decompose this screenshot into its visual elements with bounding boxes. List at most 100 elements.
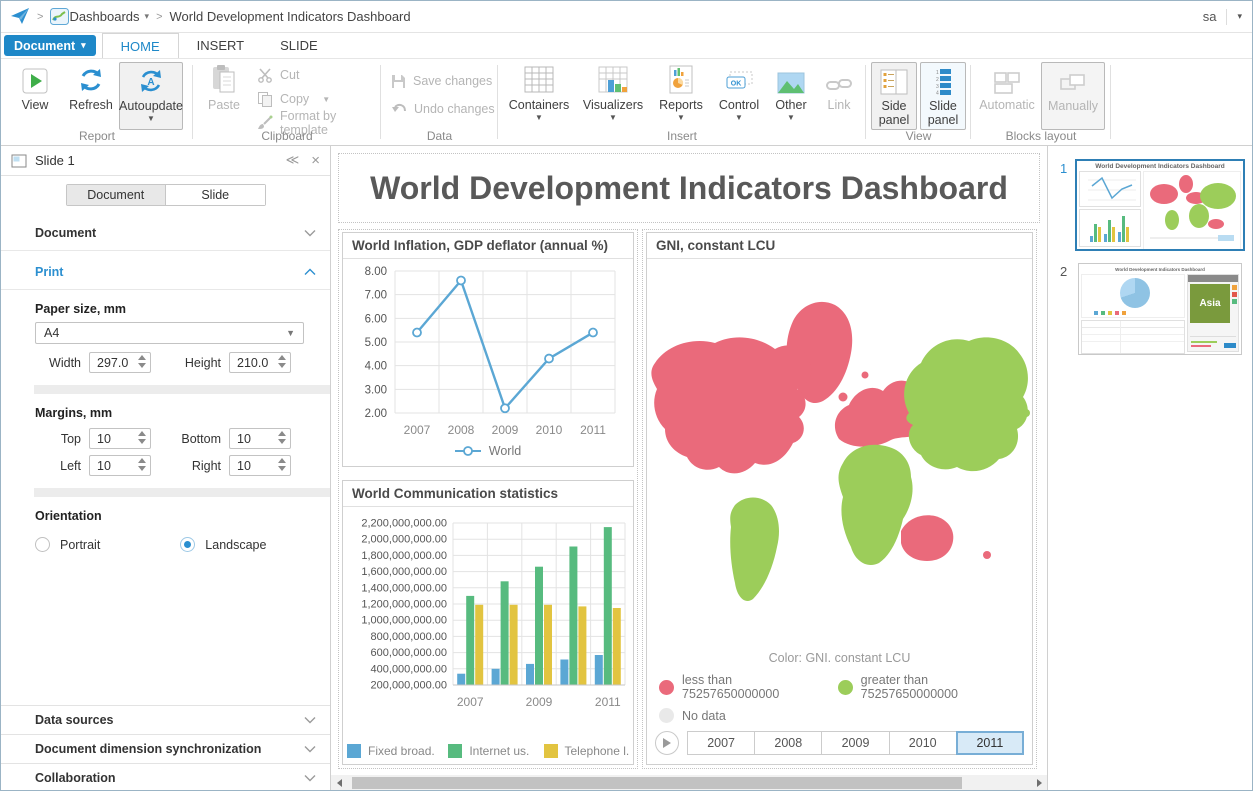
automatic-button[interactable]: Automatic	[976, 62, 1038, 126]
group-strip	[34, 385, 330, 394]
legend-dot-green	[837, 679, 853, 695]
control-button[interactable]: OK Control ▼	[713, 62, 765, 126]
visualizers-icon	[598, 62, 628, 94]
width-stepper[interactable]: 297.0	[89, 352, 151, 373]
tab-slide[interactable]: Slide	[165, 185, 265, 205]
margin-left-stepper[interactable]: 10	[89, 455, 151, 476]
refresh-button[interactable]: Refresh	[63, 62, 119, 126]
tab-insert[interactable]: INSERT	[196, 38, 245, 53]
height-stepper[interactable]: 210.0	[229, 352, 291, 373]
collapse-panel-icon[interactable]: ≪	[285, 152, 300, 167]
breadcrumb-dashboards[interactable]: Dashboards ▾	[69, 9, 150, 24]
tab-slide[interactable]: SLIDE	[280, 38, 318, 53]
svg-text:3.00: 3.00	[365, 384, 387, 396]
scroll-left-icon[interactable]	[331, 775, 347, 790]
manually-button[interactable]: Manually	[1041, 62, 1105, 130]
side-panel-button[interactable]: Side panel	[871, 62, 917, 130]
ribbon-group-insert: Containers ▼ Visualizers ▼ Reports ▼ OK	[498, 59, 866, 146]
copy-button[interactable]: Copy ▼	[257, 89, 381, 109]
communication-chart-panel[interactable]: World Communication statistics 2,200,000…	[342, 480, 634, 765]
close-panel-icon[interactable]: ×	[311, 152, 320, 169]
format-by-template-button[interactable]: Format by template	[257, 109, 381, 137]
visualizers-button[interactable]: Visualizers ▼	[578, 62, 648, 126]
bar-chart-legend: Fixed broad... Internet us... Telephone l.…	[347, 744, 629, 758]
region-south-america	[730, 497, 779, 602]
year-button-2008[interactable]: 2008	[754, 731, 823, 755]
document-menu-button[interactable]: Document ▾	[4, 35, 96, 56]
year-button-2009[interactable]: 2009	[821, 731, 890, 755]
app-logo-icon[interactable]	[11, 8, 30, 25]
group-label-report: Report	[78, 129, 116, 143]
map-panel[interactable]: GNI, constant LCU Color: GNI. constant L…	[646, 232, 1033, 765]
svg-text:2009: 2009	[526, 695, 553, 709]
title-block[interactable]: World Development Indicators Dashboard	[338, 153, 1040, 223]
svg-text:200,000,000.00: 200,000,000.00	[371, 680, 447, 692]
section-dimension-sync[interactable]: Document dimension synchronization	[1, 734, 330, 763]
section-document[interactable]: Document	[1, 218, 330, 248]
year-button-2010[interactable]: 2010	[888, 731, 957, 755]
legend-marker-icon	[454, 446, 481, 456]
play-button[interactable]	[655, 731, 679, 755]
stepper-arrows-icon[interactable]	[138, 431, 146, 444]
ribbon-group-clipboard: Paste Cut Copy ▼	[193, 59, 381, 146]
group-separator	[192, 65, 193, 139]
other-button[interactable]: Other ▼	[768, 62, 814, 126]
slide-thumbnail-2[interactable]: World Development Indicators Dashboard	[1078, 263, 1242, 355]
link-button[interactable]: Link	[818, 62, 860, 126]
containers-button[interactable]: Containers ▼	[506, 62, 572, 126]
user-menu-caret-icon[interactable]: ▾	[1237, 11, 1242, 21]
paper-size-select[interactable]: A4 ▼	[35, 322, 304, 344]
svg-text:8.00: 8.00	[365, 266, 387, 278]
tab-home[interactable]: HOME	[101, 33, 179, 58]
view-button[interactable]: View	[7, 62, 63, 126]
autoupdate-button[interactable]: A Autoupdate ▼	[119, 62, 183, 130]
year-button-2011-selected[interactable]: 2011	[955, 731, 1025, 755]
play-icon	[22, 62, 48, 94]
cut-button[interactable]: Cut	[257, 65, 381, 85]
menu-tab-row: Document ▾ HOME INSERT SLIDE	[1, 33, 1252, 58]
stepper-arrows-icon[interactable]	[138, 355, 146, 368]
chevron-down-icon	[304, 226, 316, 240]
chevron-down-icon: ▼	[147, 114, 155, 123]
legend-item: Telephone l...	[543, 744, 629, 758]
year-button-2007[interactable]: 2007	[687, 731, 756, 755]
inflation-chart-panel[interactable]: World Inflation, GDP deflator (annual %)…	[342, 232, 634, 467]
scrollbar-thumb[interactable]	[352, 777, 962, 789]
left-label: Left	[60, 458, 81, 473]
stepper-arrows-icon[interactable]	[278, 431, 286, 444]
stepper-arrows-icon[interactable]	[278, 458, 286, 471]
group-label-blocks: Blocks layout	[1005, 129, 1077, 143]
stepper-arrows-icon[interactable]	[278, 355, 286, 368]
breadcrumb-current: World Development Indicators Dashboard	[169, 9, 411, 24]
horizontal-scrollbar[interactable]	[331, 775, 1047, 790]
undo-changes-button[interactable]: Undo changes	[391, 99, 495, 119]
margin-right-stepper[interactable]: 10	[229, 455, 291, 476]
slide-thumbnail-1[interactable]: World Development Indicators Dashboard	[1075, 159, 1245, 251]
region-iceland	[861, 371, 869, 379]
line-chart-legend: World	[343, 444, 633, 458]
brush-icon	[257, 115, 273, 131]
dashboard-title: World Development Indicators Dashboard	[370, 169, 1008, 206]
scroll-right-icon[interactable]	[1031, 775, 1047, 790]
user-name[interactable]: sa	[1202, 9, 1217, 24]
manual-layout-icon	[1060, 63, 1086, 95]
svg-text:OK: OK	[731, 81, 742, 88]
save-changes-button[interactable]: Save changes	[391, 71, 495, 91]
section-print[interactable]: Print	[1, 257, 330, 287]
tab-document[interactable]: Document	[66, 185, 165, 205]
stepper-arrows-icon[interactable]	[138, 458, 146, 471]
divider	[1226, 8, 1228, 25]
landscape-radio[interactable]	[180, 537, 196, 552]
world-map[interactable]	[647, 263, 1032, 635]
margin-bottom-stepper[interactable]: 10	[229, 428, 291, 449]
map-color-caption: Color: GNI. constant LCU	[768, 651, 911, 665]
section-data-sources[interactable]: Data sources	[1, 705, 330, 734]
paste-button[interactable]: Paste	[201, 62, 247, 126]
portrait-radio[interactable]	[35, 537, 50, 552]
legend-label: World	[488, 444, 522, 458]
reports-button[interactable]: Reports ▼	[653, 62, 709, 126]
section-collaboration[interactable]: Collaboration	[1, 763, 330, 790]
orientation-label: Orientation	[35, 509, 102, 523]
margin-top-stepper[interactable]: 10	[89, 428, 151, 449]
